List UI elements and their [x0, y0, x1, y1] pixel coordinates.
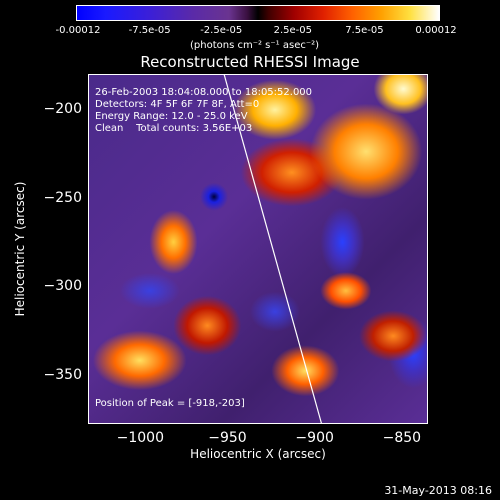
y-tick-label: −350 [43, 366, 82, 383]
colorbar-tick-label: 2.5e-05 [273, 25, 312, 36]
colorbar-tick-label: -0.00012 [55, 25, 101, 36]
colorbar-tick-label: 7.5e-05 [345, 25, 384, 36]
y-tick-label: −300 [43, 278, 82, 295]
x-tick-label: −1000 [116, 430, 164, 446]
energy-range-text: Energy Range: 12.0 - 25.0 keV [95, 111, 248, 122]
clean-counts-text: Clean Total counts: 3.56E+03 [95, 123, 253, 134]
heatmap-plot-area [88, 74, 428, 424]
limb-line-svg [223, 74, 323, 424]
x-tick-label: −950 [208, 430, 247, 446]
y-tick-label: −250 [43, 189, 82, 206]
y-axis-label: Heliocentric Y (arcsec) [13, 181, 27, 317]
y-tick-label: −200 [43, 101, 82, 118]
x-tick-label: −850 [382, 430, 422, 446]
colorbar-tick-label: 0.00012 [415, 25, 457, 36]
x-axis-label: Heliocentric X (arcsec) [190, 447, 326, 461]
x-tick-label: −900 [295, 430, 334, 446]
chart-title: Reconstructed RHESSI Image [140, 53, 360, 71]
colorbar-tick-label: -2.5e-05 [200, 25, 243, 36]
observation-info: 26-Feb-2003 18:04:08.000 to 18:05:52.000… [95, 87, 312, 135]
colorbar [76, 5, 440, 21]
colorbar-tick-label: -7.5e-05 [128, 25, 171, 36]
detectors-text: Detectors: 4F 5F 6F 7F 8F, Att=0 [95, 99, 260, 110]
solar-limb-line [223, 74, 323, 424]
time-range-text: 26-Feb-2003 18:04:08.000 to 18:05:52.000 [95, 87, 313, 98]
footer-date: 31-May-2013 08:16 [384, 484, 492, 497]
colorbar-units: (photons cm⁻² s⁻¹ asec⁻²) [190, 40, 320, 51]
peak-position-text: Position of Peak = [-918,-203] [95, 398, 245, 409]
